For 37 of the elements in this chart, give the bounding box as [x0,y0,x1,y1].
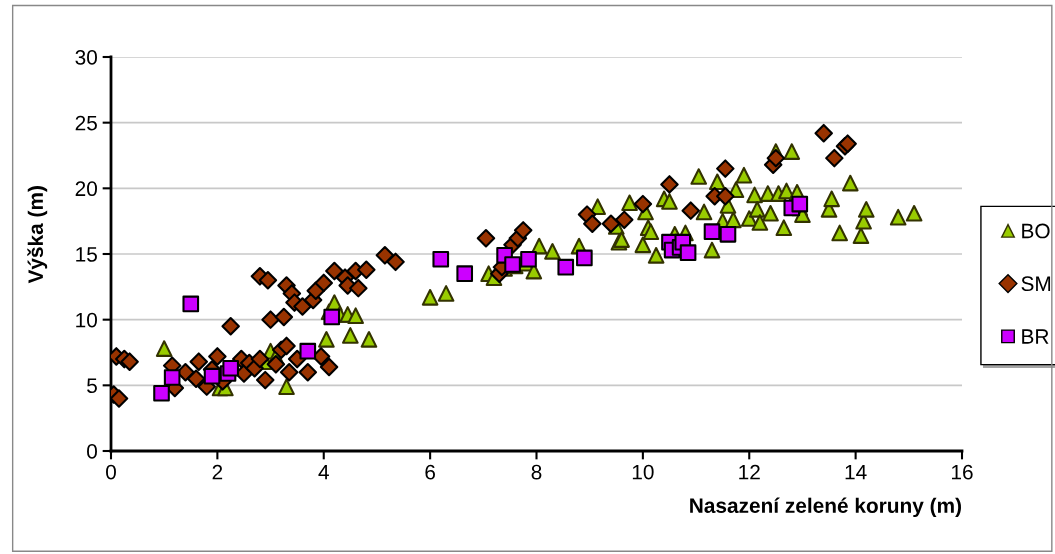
point [432,250,450,268]
x-tick-label: 2 [212,464,223,480]
y-tick-label: 15 [76,247,97,262]
x-axis-title: Nasazení zelené koruny (m) [690,497,961,518]
y-axis-title: Výška (m) [27,186,48,284]
legend-label: BR [1022,329,1049,344]
point [520,250,537,268]
y-tick-label: 10 [76,312,97,328]
legend-label: BO [1022,223,1050,239]
y-tick-label: 20 [75,181,97,197]
point [323,308,341,326]
y-tick-label: 30 [75,50,97,65]
point [299,342,317,360]
legend-label: SM [1021,276,1051,292]
x-tick-label: 14 [845,464,867,480]
x-tick-label: 8 [531,464,542,480]
x-tick-label: 10 [632,464,654,480]
y-tick-label: 0 [87,444,97,459]
x-tick-label: 6 [425,464,435,480]
y-tick-label: 25 [75,115,97,131]
x-tick-label: 0 [106,464,116,480]
point [719,225,737,243]
x-tick-label: 4 [318,464,329,480]
point [679,244,697,262]
x-tick-label: 12 [739,464,760,480]
point [222,359,239,377]
point [163,369,181,386]
point [203,367,221,385]
y-tick-label: 5 [87,378,97,394]
point [182,295,200,313]
point [456,265,474,283]
point [557,258,575,276]
point [791,195,809,213]
x-tick-label: 16 [952,464,973,480]
point [576,249,593,267]
point [153,384,170,402]
point [703,223,721,240]
